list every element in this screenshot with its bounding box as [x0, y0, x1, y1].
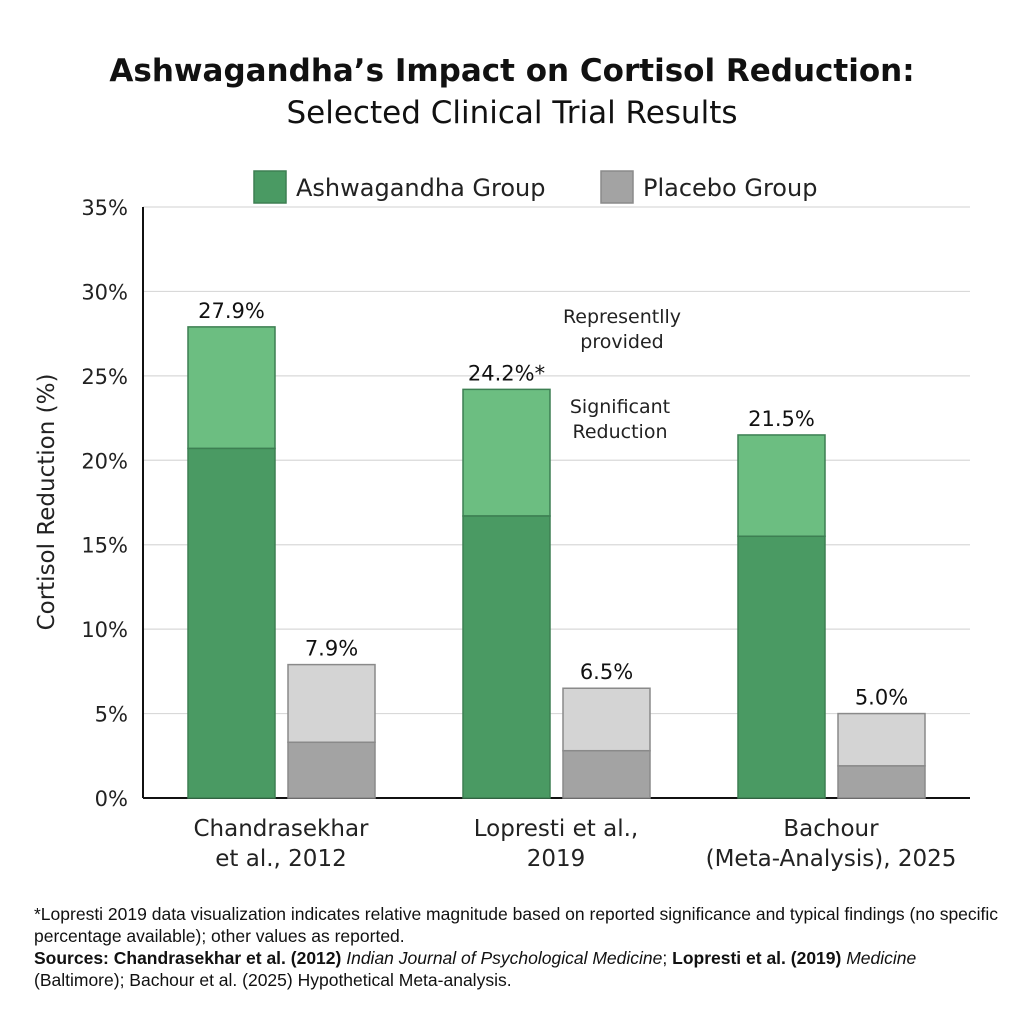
bar-lower-segment: [462, 515, 551, 799]
category-label: 2019: [527, 846, 586, 872]
subtitle-line: Selected Clinical Trial Results: [286, 95, 738, 131]
category-label: Chandrasekhar: [193, 816, 369, 842]
annotation: Reduction: [573, 421, 668, 443]
annotation: Representlly: [563, 306, 681, 328]
category-label: Lopresti et al.,: [474, 816, 638, 842]
y-tick-label: 0%: [95, 787, 128, 811]
footnote: *Lopresti 2019 data visualization indica…: [34, 903, 1004, 991]
bar-upper-segment: [562, 687, 651, 752]
source2: Lopresti et al. (2019): [672, 948, 842, 968]
annotation: provided: [580, 331, 663, 353]
y-tick-label: 35%: [81, 196, 128, 220]
bar-lower-segment: [562, 749, 651, 799]
y-tick-label: 15%: [81, 534, 128, 558]
legend-swatch: [253, 170, 287, 204]
y-tick-label: 25%: [81, 365, 128, 389]
data-label: 7.9%: [305, 637, 358, 661]
bar-upper-segment: [187, 326, 276, 450]
data-label: 5.0%: [855, 686, 908, 710]
chart-title: Ashwagandha’s Impact on Cortisol Reducti…: [0, 50, 1024, 134]
bar-lower-segment: [187, 447, 276, 799]
footnote-sources: Sources: Chandrasekhar et al. (2012) Ind…: [34, 947, 1004, 991]
data-label: 6.5%: [580, 660, 633, 684]
category-label: Bachour: [783, 816, 879, 842]
bar-upper-segment: [462, 388, 551, 517]
bar-lower-segment: [837, 765, 926, 799]
data-label: 21.5%: [748, 407, 815, 431]
footnote-note: *Lopresti 2019 data visualization indica…: [34, 904, 999, 946]
bar-upper-segment: [287, 663, 376, 744]
category-label: et al., 2012: [215, 846, 346, 872]
title-line: Ashwagandha’s Impact on Cortisol Reducti…: [109, 53, 915, 89]
separator: ;: [662, 948, 673, 968]
bar-upper-segment: [837, 712, 926, 767]
y-tick-label: 30%: [81, 280, 128, 304]
sources-label: Sources: Chandrasekhar et al. (2012): [34, 948, 342, 968]
annotation: Significant: [570, 396, 670, 418]
legend-label: Placebo Group: [643, 174, 817, 202]
source2-journal: Medicine: [846, 948, 917, 968]
source1-journal: Indian Journal of Psychological Medicine: [346, 948, 663, 968]
data-label: 24.2%*: [468, 361, 545, 385]
bar-lower-segment: [287, 741, 376, 799]
y-tick-label: 5%: [95, 703, 128, 727]
category-label: (Meta-Analysis), 2025: [706, 846, 957, 872]
data-label: 27.9%: [198, 299, 265, 323]
y-tick-label: 20%: [81, 449, 128, 473]
source2-rest: (Baltimore); Bachour et al. (2025) Hypot…: [34, 970, 512, 990]
legend-swatch: [600, 170, 634, 204]
bar-lower-segment: [737, 535, 826, 799]
legend-label: Ashwagandha Group: [296, 174, 545, 202]
y-tick-label: 10%: [81, 618, 128, 642]
bar-upper-segment: [737, 434, 826, 538]
y-axis-label: Cortisol Reduction (%): [34, 374, 60, 631]
